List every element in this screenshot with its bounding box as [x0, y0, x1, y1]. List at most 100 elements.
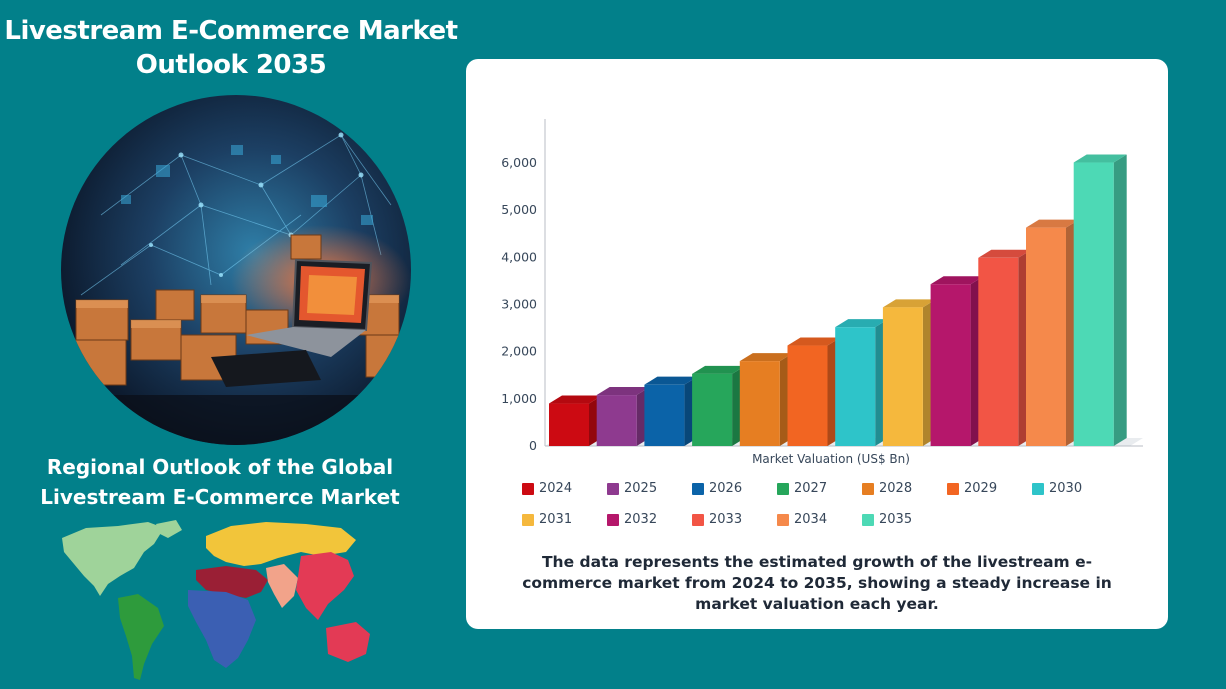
legend-label: 2027	[794, 481, 828, 496]
legend-label: 2032	[624, 512, 658, 527]
map-east-asia	[296, 552, 354, 620]
legend-item-2035: 2035	[862, 512, 947, 527]
region-title-line2: Livestream E-Commerce Market	[40, 485, 400, 509]
bar-front	[787, 345, 828, 446]
legend-label: 2024	[539, 481, 573, 496]
bar-front	[978, 257, 1019, 446]
legend-swatch	[1032, 482, 1044, 495]
world-map	[62, 520, 370, 680]
bar-top	[644, 376, 698, 385]
region-outlook-title: Regional Outlook of the Global Livestrea…	[0, 452, 440, 512]
bar-top	[930, 276, 984, 285]
legend-item-2029: 2029	[947, 481, 1032, 496]
legend-item-2028: 2028	[862, 481, 947, 496]
legend-swatch	[862, 482, 874, 495]
bar-top	[882, 299, 936, 308]
legend-label: 2029	[964, 481, 998, 496]
legend-swatch	[607, 482, 619, 495]
bar-2032	[930, 276, 984, 446]
legend-label: 2031	[539, 512, 573, 527]
map-middle-east	[196, 566, 268, 598]
legend-item-2026: 2026	[692, 481, 777, 496]
map-north-america	[62, 522, 164, 596]
bar-chart: 0 1,000 2,000 3,000 4,000 5,000 6,000	[501, 119, 1143, 453]
legend-swatch	[777, 482, 789, 495]
bar-2034	[1026, 219, 1079, 446]
legend-label: 2030	[1049, 481, 1083, 496]
bar-front	[692, 373, 733, 446]
bar-2030	[835, 319, 889, 446]
y-tick-label: 0	[529, 438, 537, 453]
bar-2026	[644, 376, 698, 446]
bar-2029	[787, 337, 841, 446]
bar-2025	[596, 387, 650, 446]
legend-label: 2035	[879, 512, 913, 527]
chart-legend: 2024 2025 2026 2027 2028 2029 2030 2031 2032 2033…	[522, 481, 1142, 527]
legend-item-2032: 2032	[607, 512, 692, 527]
bar-top	[1073, 154, 1127, 163]
x-axis-label: Market Valuation (US$ Bn)	[752, 452, 910, 466]
legend-item-2031: 2031	[522, 512, 607, 527]
map-south-asia	[266, 564, 298, 608]
bar-front	[596, 395, 637, 446]
bar-top	[835, 319, 889, 328]
bar-top	[787, 337, 841, 346]
bar-side	[1113, 154, 1127, 447]
map-greenland	[156, 520, 182, 538]
legend-label: 2025	[624, 481, 658, 496]
legend-swatch	[522, 482, 534, 495]
page-title-line2: Outlook 2035	[135, 50, 327, 80]
bar-top	[978, 249, 1032, 258]
y-tick-label: 1,000	[501, 391, 537, 406]
legend-swatch	[607, 513, 619, 526]
y-tick-label: 6,000	[501, 155, 537, 170]
bar-front	[882, 307, 923, 446]
bar-top	[692, 365, 746, 374]
legend-label: 2033	[709, 512, 743, 527]
legend-label: 2026	[709, 481, 743, 496]
hero-image	[61, 95, 411, 445]
legend-swatch	[522, 513, 534, 526]
bar-2027	[692, 365, 746, 446]
bar-front	[930, 284, 971, 446]
page-title: Livestream E-Commerce Market Outlook 203…	[0, 14, 462, 82]
region-title-line1: Regional Outlook of the Global	[46, 455, 394, 479]
legend-item-2030: 2030	[1032, 481, 1117, 496]
legend-label: 2028	[879, 481, 913, 496]
map-oceania	[326, 622, 370, 662]
bar-2024	[549, 395, 602, 446]
legend-swatch	[862, 513, 874, 526]
map-south-america	[118, 594, 164, 680]
bar-2028	[739, 353, 793, 446]
bar-2031	[882, 299, 936, 446]
bar-front	[644, 384, 685, 446]
legend-item-2033: 2033	[692, 512, 777, 527]
legend-swatch	[777, 513, 789, 526]
bar-2033	[978, 249, 1032, 446]
bar-front	[1073, 162, 1114, 447]
legend-swatch	[692, 513, 704, 526]
y-tick-label: 3,000	[501, 297, 537, 312]
bar-front	[739, 361, 780, 446]
legend-item-2024: 2024	[522, 481, 607, 496]
bar-top	[739, 353, 793, 362]
y-tick-label: 4,000	[501, 249, 537, 264]
legend-label: 2034	[794, 512, 828, 527]
bar-front	[549, 403, 589, 446]
bar-top	[549, 395, 602, 404]
bar-top	[1026, 219, 1079, 228]
legend-swatch	[947, 482, 959, 495]
y-tick-label: 2,000	[501, 344, 537, 359]
y-tick-label: 5,000	[501, 202, 537, 217]
page-title-line1: Livestream E-Commerce Market	[4, 16, 458, 46]
legend-item-2025: 2025	[607, 481, 692, 496]
bar-front	[835, 327, 876, 446]
legend-item-2034: 2034	[777, 512, 862, 527]
chart-card: 0 1,000 2,000 3,000 4,000 5,000 6,000 Market V…	[466, 59, 1168, 629]
map-africa	[188, 590, 256, 668]
bar-2035	[1073, 154, 1127, 447]
bar-top	[596, 387, 650, 396]
bar-front	[1026, 227, 1066, 446]
legend-swatch	[692, 482, 704, 495]
legend-item-2027: 2027	[777, 481, 862, 496]
